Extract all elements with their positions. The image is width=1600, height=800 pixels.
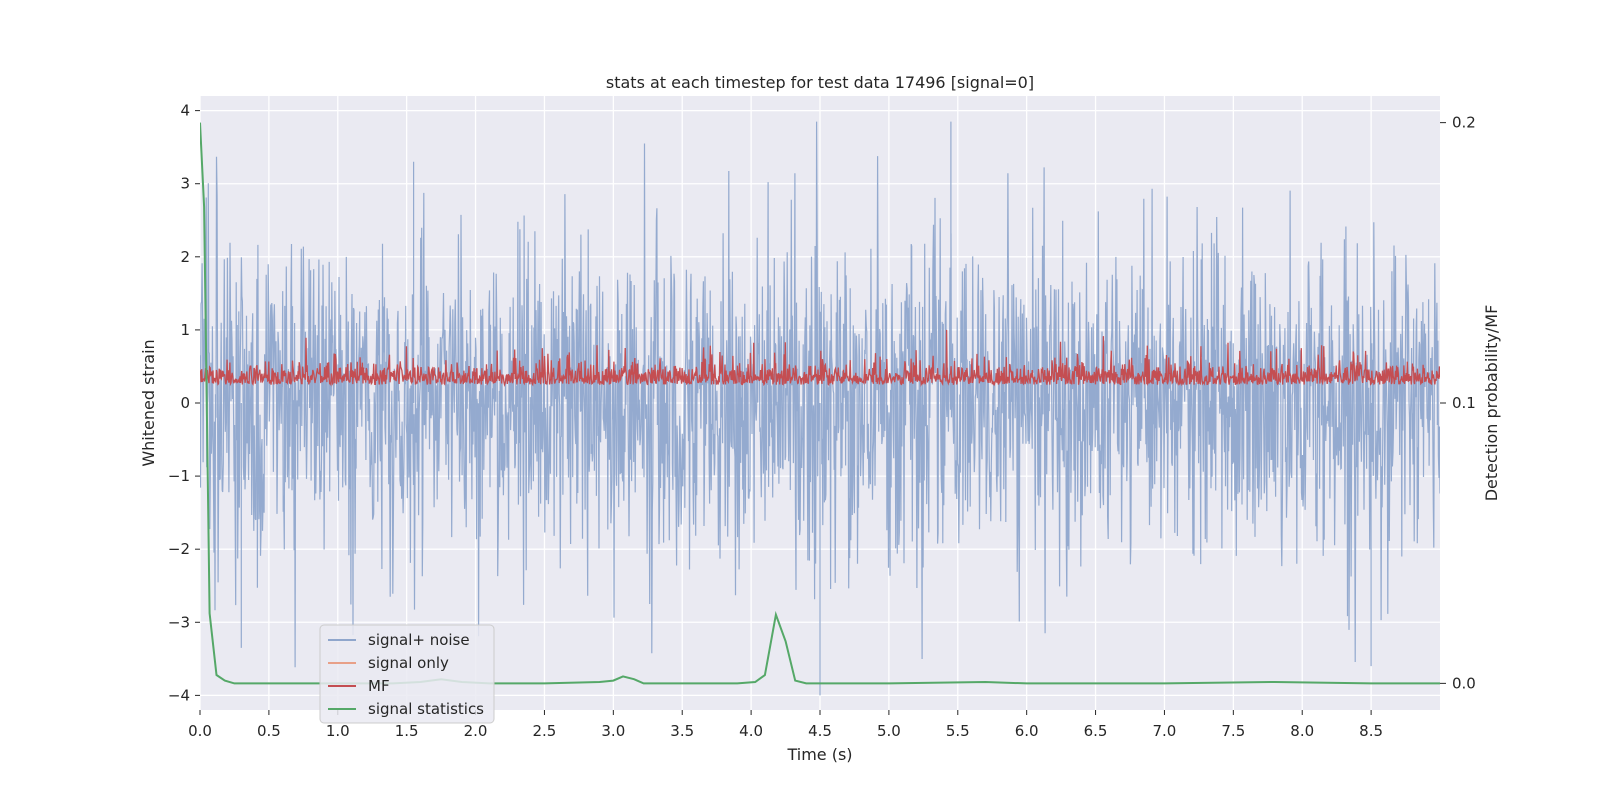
x-tick-label: 5.0: [877, 722, 901, 740]
y-tick-label-left: −3: [168, 613, 190, 631]
y-tick-label-left: 2: [180, 248, 190, 266]
y-tick-label-left: 1: [180, 321, 190, 339]
y-tick-label-right: 0.0: [1452, 674, 1476, 692]
legend-label-mf: MF: [368, 677, 390, 695]
y-tick-label-left: 4: [180, 102, 190, 120]
x-tick-label: 8.5: [1359, 722, 1383, 740]
series-line-mf: [200, 329, 1440, 388]
x-tick-label: 4.5: [808, 722, 832, 740]
legend-label-noise: signal+ noise: [368, 631, 470, 649]
y-tick-label-right: 0.2: [1452, 114, 1476, 132]
y-tick-label-left: 3: [180, 175, 190, 193]
left-axis: 4 3 2 1 0 −1 −2 −3 −4: [168, 102, 200, 704]
chart-title: stats at each timestep for test data 174…: [606, 73, 1034, 92]
y-tick-label-left: 0: [180, 394, 190, 412]
bottom-axis: 0.0 0.5 1.0 1.5 2.0 2.5 3.0 3.5 4.0 4.5 5.0 5.5 6.0 6…: [188, 710, 1383, 740]
x-axis-label: Time (s): [786, 745, 852, 764]
x-tick-label: 6.0: [1015, 722, 1039, 740]
series-layer: [200, 121, 1440, 696]
x-tick-label: 6.5: [1084, 722, 1108, 740]
x-tick-label: 5.5: [946, 722, 970, 740]
x-tick-label: 2.5: [533, 722, 557, 740]
x-tick-label: 0.5: [257, 722, 281, 740]
y-tick-label-left: −1: [168, 467, 190, 485]
x-tick-label: 8.0: [1290, 722, 1314, 740]
legend-label-signal-stats: signal statistics: [368, 700, 484, 718]
x-tick-label: 7.5: [1221, 722, 1245, 740]
y-axis-label-left: Whitened strain: [139, 339, 158, 466]
x-tick-label: 4.0: [739, 722, 763, 740]
x-tick-label: 3.5: [670, 722, 694, 740]
legend-label-signal-only: signal only: [368, 654, 449, 672]
legend-box: [319, 624, 495, 724]
x-tick-label: 0.0: [188, 722, 212, 740]
y-tick-label-left: −4: [168, 686, 190, 704]
y-tick-label-right: 0.1: [1452, 394, 1476, 412]
right-axis: 0.2 0.1 0.0: [1440, 114, 1476, 692]
x-tick-label: 1.0: [326, 722, 350, 740]
series-line-signal-statistics: [200, 122, 1440, 685]
x-tick-label: 3.0: [601, 722, 625, 740]
x-tick-label: 2.0: [464, 722, 488, 740]
y-tick-label-left: −2: [168, 540, 190, 558]
y-axis-label-right: Detection probability/MF: [1482, 305, 1501, 502]
legend: signal+ noise signal only MF signal stat…: [319, 624, 495, 724]
series-line-signal-noise: [200, 121, 1440, 696]
x-tick-label: 1.5: [395, 722, 419, 740]
x-tick-label: 7.0: [1153, 722, 1177, 740]
